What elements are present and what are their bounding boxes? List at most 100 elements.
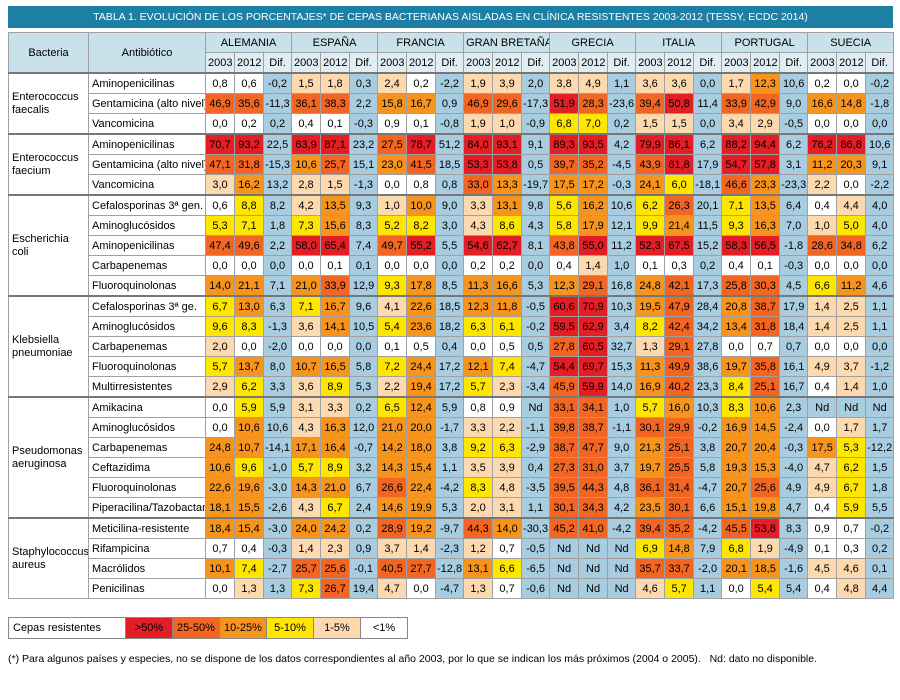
dif-cell: 0,5 bbox=[521, 336, 551, 357]
value-cell: 6,2 bbox=[635, 194, 666, 216]
value-cell: 8,4 bbox=[721, 376, 752, 398]
country-header: ESPAÑA bbox=[291, 32, 379, 53]
value-cell: 3,6 bbox=[291, 376, 322, 398]
value-cell: 84,0 bbox=[463, 133, 494, 155]
table-row: Klebsiella pneumoniae Cefalosporinas 3ª g… bbox=[8, 295, 895, 398]
value-cell: 39,7 bbox=[549, 154, 580, 175]
value-cell: 6,6 bbox=[807, 275, 838, 297]
value-cell: 4,3 bbox=[291, 417, 322, 438]
dif-cell: 38,6 bbox=[693, 356, 723, 377]
value-cell: 93,1 bbox=[492, 133, 523, 155]
value-cell: 36,1 bbox=[635, 477, 666, 498]
value-cell: 1,4 bbox=[807, 295, 838, 317]
dif-cell: -1,7 bbox=[435, 417, 465, 438]
dif-cell: Nd bbox=[607, 558, 637, 579]
dif-cell: 11,2 bbox=[607, 235, 637, 256]
value-cell: 14,5 bbox=[750, 417, 781, 438]
value-cell: 0,2 bbox=[463, 255, 494, 276]
value-cell: 0,0 bbox=[721, 336, 752, 357]
dif-cell: -0,2 bbox=[865, 72, 895, 94]
dif-cell: 34,2 bbox=[693, 316, 723, 337]
value-cell: 0,4 bbox=[549, 255, 580, 276]
value-cell: 89,3 bbox=[549, 133, 580, 155]
value-cell: 0,0 bbox=[807, 417, 838, 438]
value-cell: 7,3 bbox=[291, 215, 322, 236]
value-cell: 13,5 bbox=[750, 194, 781, 216]
value-cell: 33,9 bbox=[721, 93, 752, 114]
year-header: Dif. bbox=[693, 52, 723, 74]
value-cell: 55,0 bbox=[578, 235, 609, 256]
value-cell: 6,9 bbox=[635, 538, 666, 559]
dif-cell: 9,1 bbox=[865, 154, 895, 175]
value-cell: 2,2 bbox=[377, 376, 408, 398]
value-cell: 16,3 bbox=[320, 417, 351, 438]
dif-cell: 51,2 bbox=[435, 133, 465, 155]
value-cell: 27,3 bbox=[549, 457, 580, 478]
value-cell: 1,4 bbox=[578, 255, 609, 276]
value-cell: 0,8 bbox=[406, 174, 437, 196]
dif-cell: 32,7 bbox=[607, 336, 637, 357]
value-cell: 20,1 bbox=[721, 558, 752, 579]
value-cell: 17,1 bbox=[291, 437, 322, 458]
value-cell: 86,8 bbox=[836, 133, 867, 155]
dif-cell: 10,6 bbox=[607, 194, 637, 216]
value-cell: 0,0 bbox=[234, 336, 264, 357]
value-cell: 25,8 bbox=[721, 275, 752, 297]
dif-cell: -2,2 bbox=[435, 72, 465, 94]
value-cell: 40,5 bbox=[377, 558, 408, 579]
dif-cell: -4,7 bbox=[521, 356, 551, 377]
dif-cell: -1,0 bbox=[262, 457, 293, 478]
table-row: Carbapenemas 24,8 10,7 -14,1 17,1 16,4 -0,7 14,… bbox=[9, 437, 895, 458]
dif-cell: 12,9 bbox=[349, 275, 379, 297]
value-cell: 38,7 bbox=[549, 437, 580, 458]
dif-cell: 6,3 bbox=[262, 295, 293, 317]
dif-cell: -3,0 bbox=[262, 517, 293, 539]
dif-cell: 5,3 bbox=[521, 275, 551, 297]
value-cell: 2,3 bbox=[492, 376, 523, 398]
dif-cell: -2,9 bbox=[521, 437, 551, 458]
value-cell: 1,2 bbox=[463, 538, 494, 559]
value-cell: 14,3 bbox=[291, 477, 322, 498]
value-cell: 4,6 bbox=[635, 578, 666, 599]
dif-cell: 17,2 bbox=[435, 376, 465, 398]
bacteria-cell: Pseudomonas aeruginosa bbox=[8, 396, 89, 519]
dif-cell: 18,5 bbox=[435, 154, 465, 175]
bacteria-cell: Staphylococcus aureus bbox=[8, 517, 89, 599]
value-cell: 13,1 bbox=[492, 194, 523, 216]
value-cell: 47,9 bbox=[664, 295, 695, 317]
value-cell: 12,1 bbox=[463, 356, 494, 377]
value-cell: 24,2 bbox=[320, 517, 351, 539]
value-cell: 21,4 bbox=[664, 215, 695, 236]
value-cell: 20,8 bbox=[721, 295, 752, 317]
value-cell: 0,0 bbox=[721, 578, 752, 599]
value-cell: 0,7 bbox=[750, 336, 781, 357]
value-cell: 11,2 bbox=[807, 154, 838, 175]
dif-cell: 9,3 bbox=[349, 194, 379, 216]
year-header: Dif. bbox=[865, 52, 895, 74]
value-cell: 15,4 bbox=[406, 457, 437, 478]
dif-cell: Nd bbox=[521, 396, 551, 418]
value-cell: 25,5 bbox=[664, 457, 695, 478]
value-cell: 16,9 bbox=[721, 417, 752, 438]
value-cell: 21,0 bbox=[291, 275, 322, 297]
value-cell: 14,8 bbox=[836, 93, 867, 114]
value-cell: 11,2 bbox=[836, 275, 867, 297]
table-row: Fluoroquinolonas 5,7 13,7 8,0 10,7 16,5 5,8 7,2… bbox=[9, 356, 895, 377]
antibiotic-cell: Aminopenicilinas bbox=[88, 72, 206, 94]
year-header: 2003 bbox=[721, 52, 752, 74]
year-header: Dif. bbox=[435, 52, 465, 74]
country-header: FRANCIA bbox=[377, 32, 465, 53]
value-cell: 9,6 bbox=[205, 316, 235, 337]
dif-cell: 0,3 bbox=[349, 72, 379, 94]
value-cell: 42,9 bbox=[750, 93, 781, 114]
dif-cell: 15,1 bbox=[349, 154, 379, 175]
dif-cell: 1,1 bbox=[865, 316, 895, 337]
value-cell: 63,9 bbox=[291, 133, 322, 155]
value-cell: 14,2 bbox=[377, 437, 408, 458]
value-cell: 7,1 bbox=[234, 215, 264, 236]
value-cell: 35,2 bbox=[664, 517, 695, 539]
value-cell: 0,9 bbox=[377, 113, 408, 135]
table-row: Fluoroquinolonas 22,6 19,6 -3,0 14,3 21,0 6,7 2… bbox=[9, 477, 895, 498]
value-cell: 0,0 bbox=[205, 417, 235, 438]
value-cell: 10,6 bbox=[205, 457, 235, 478]
